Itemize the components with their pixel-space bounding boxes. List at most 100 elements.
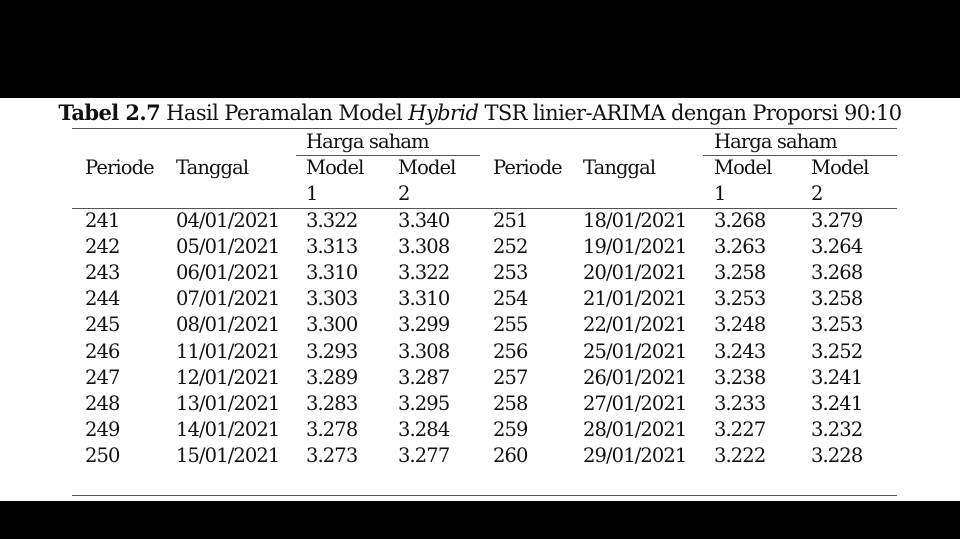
- cell-model2: 3.308: [398, 339, 450, 363]
- cell-model1: 3.310: [306, 261, 358, 285]
- header-bottom-rule: [72, 208, 897, 209]
- cell-periode: 257: [493, 365, 528, 389]
- cell-model1: 3.303: [306, 287, 358, 311]
- cell-tanggal: 11/01/2021: [176, 339, 280, 363]
- cell-model2: 3.295: [398, 391, 450, 415]
- cell-model1: 3.283: [306, 391, 358, 415]
- cell-periode: 252: [493, 235, 528, 259]
- cell-tanggal: 04/01/2021: [176, 209, 280, 232]
- header-tanggal-right: Tanggal: [583, 156, 656, 179]
- cell-tanggal: 29/01/2021: [583, 443, 687, 467]
- cell-model1: 3.273: [306, 443, 358, 467]
- cell-tanggal: 12/01/2021: [176, 365, 280, 389]
- top-rule: [72, 128, 897, 129]
- cell-model2: 3.253: [811, 313, 863, 337]
- cell-periode: 245: [85, 313, 120, 337]
- header-model1-num-right: 1: [714, 182, 726, 205]
- cell-model2: 3.228: [811, 443, 863, 467]
- cell-periode: 244: [85, 287, 120, 311]
- cell-periode: 260: [493, 443, 528, 467]
- cell-periode: 242: [85, 235, 120, 259]
- header-model2-num-left: 2: [398, 182, 410, 205]
- header-model2-left: Model: [398, 156, 456, 179]
- caption-italic: Hybrid: [408, 101, 479, 125]
- cell-tanggal: 25/01/2021: [583, 339, 687, 363]
- cell-model2: 3.241: [811, 365, 863, 389]
- cell-periode: 256: [493, 339, 528, 363]
- header-model1-left: Model: [306, 156, 364, 179]
- cell-model1: 3.300: [306, 313, 358, 337]
- cell-model1: 3.243: [714, 339, 766, 363]
- cell-model2: 3.252: [811, 339, 863, 363]
- cell-periode: 253: [493, 261, 528, 285]
- header-model1-num-left: 1: [306, 182, 318, 205]
- cell-model1: 3.258: [714, 261, 766, 285]
- cell-tanggal: 28/01/2021: [583, 417, 687, 441]
- header-periode-right: Periode: [493, 156, 563, 179]
- cell-model2: 3.232: [811, 417, 863, 441]
- cell-tanggal: 08/01/2021: [176, 313, 280, 337]
- cell-tanggal: 06/01/2021: [176, 261, 280, 285]
- header-model2-right: Model: [811, 156, 869, 179]
- cell-model2: 3.299: [398, 313, 450, 337]
- header-model1-right: Model: [714, 156, 772, 179]
- cell-tanggal: 15/01/2021: [176, 443, 280, 467]
- cell-model1: 3.222: [714, 443, 766, 467]
- cell-model1: 3.268: [714, 209, 766, 232]
- cell-model1: 3.233: [714, 391, 766, 415]
- cell-model2: 3.258: [811, 287, 863, 311]
- cell-tanggal: 13/01/2021: [176, 391, 280, 415]
- harga-saham-rule-right: [703, 155, 897, 156]
- cell-model2: 3.284: [398, 417, 450, 441]
- cell-model1: 3.322: [306, 209, 358, 232]
- cell-model2: 3.287: [398, 365, 450, 389]
- cell-model2: 3.322: [398, 261, 450, 285]
- cell-model1: 3.289: [306, 365, 358, 389]
- header-model2-num-right: 2: [811, 182, 823, 205]
- cell-model1: 3.293: [306, 339, 358, 363]
- cell-model1: 3.278: [306, 417, 358, 441]
- cell-tanggal: 20/01/2021: [583, 261, 687, 285]
- cell-tanggal: 26/01/2021: [583, 365, 687, 389]
- cell-periode: 255: [493, 313, 528, 337]
- bottom-rule: [72, 495, 897, 496]
- cell-model2: 3.310: [398, 287, 450, 311]
- cell-model2: 3.340: [398, 209, 450, 232]
- caption-label: Tabel 2.7: [58, 100, 161, 125]
- cell-model2: 3.241: [811, 391, 863, 415]
- caption-text-after: TSR linier-ARIMA dengan Proporsi 90:10: [478, 101, 902, 125]
- cell-model1: 3.227: [714, 417, 766, 441]
- cell-tanggal: 27/01/2021: [583, 391, 687, 415]
- cell-model1: 3.238: [714, 365, 766, 389]
- header-harga-saham-left: Harga saham: [306, 130, 430, 153]
- header-harga-saham-right: Harga saham: [714, 130, 838, 153]
- cell-periode: 259: [493, 417, 528, 441]
- cell-model1: 3.313: [306, 235, 358, 259]
- cell-tanggal: 14/01/2021: [176, 417, 280, 441]
- header-periode-left: Periode: [85, 156, 155, 179]
- cell-periode: 249: [85, 417, 120, 441]
- cell-model1: 3.248: [714, 313, 766, 337]
- cell-periode: 254: [493, 287, 528, 311]
- cell-tanggal: 21/01/2021: [583, 287, 687, 311]
- cell-model2: 3.277: [398, 443, 450, 467]
- cell-periode: 241: [85, 209, 120, 232]
- cell-model1: 3.263: [714, 235, 766, 259]
- table-caption: Tabel 2.7 Hasil Peramalan Model Hybrid T…: [0, 98, 960, 128]
- header-tanggal-left: Tanggal: [176, 156, 249, 179]
- cell-periode: 251: [493, 209, 528, 232]
- cell-tanggal: 18/01/2021: [583, 209, 687, 232]
- cell-periode: 247: [85, 365, 120, 389]
- cell-model2: 3.264: [811, 235, 863, 259]
- cell-periode: 248: [85, 391, 120, 415]
- caption-text-before: Hasil Peramalan Model: [160, 101, 409, 125]
- cell-model1: 3.253: [714, 287, 766, 311]
- cell-model2: 3.308: [398, 235, 450, 259]
- cell-periode: 246: [85, 339, 120, 363]
- cell-model2: 3.279: [811, 209, 863, 232]
- document-page: Tabel 2.7 Hasil Peramalan Model Hybrid T…: [0, 98, 960, 501]
- cell-periode: 258: [493, 391, 528, 415]
- cell-periode: 250: [85, 443, 120, 467]
- cell-periode: 243: [85, 261, 120, 285]
- cell-tanggal: 07/01/2021: [176, 287, 280, 311]
